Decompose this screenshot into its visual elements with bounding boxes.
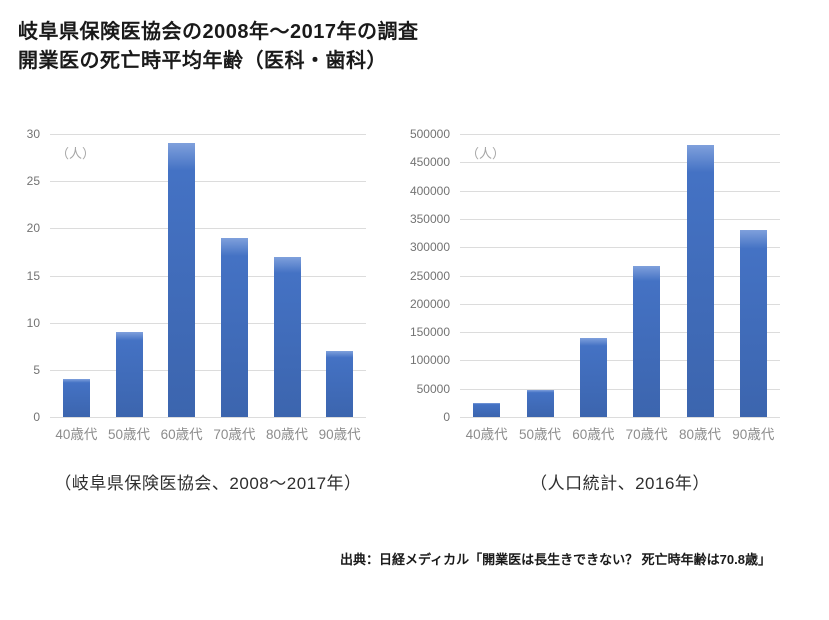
- bar-80歳代: [686, 145, 714, 417]
- bar-40歳代: [62, 379, 90, 417]
- chart-death-age-bar-chart: 0 5 10 15 20 25 30 40歳代 50歳代 60歳代 70歳代 80歳代 90歳代 （人） （…: [12, 127, 368, 500]
- bar-70歳代: [633, 266, 661, 417]
- title-line-1: 岐阜県保険医協会の2008年〜2017年の調査: [18, 21, 419, 43]
- y-axis-unit-label: （人）: [56, 146, 96, 161]
- x-axis-label: 60歳代: [160, 427, 203, 442]
- gridline: [50, 275, 366, 277]
- y-axis-tick-label: 500000: [409, 127, 450, 141]
- x-axis-label: 90歳代: [732, 427, 775, 442]
- page-title: 岐阜県保険医協会の2008年〜2017年の調査 開業医の死亡時平均年齢（医科・歯…: [18, 18, 418, 76]
- x-axis-label: 50歳代: [107, 427, 150, 442]
- bar-90歳代: [739, 230, 767, 417]
- y-axis-tick-label: 150000: [409, 325, 450, 340]
- x-axis-label: 90歳代: [318, 427, 361, 442]
- gridline: [460, 134, 780, 135]
- chart-caption: （人口統計、2016年）: [530, 474, 710, 493]
- y-axis-tick-label: 20: [26, 221, 40, 236]
- title-line-2: 開業医の死亡時平均年齢（医科・歯科）: [18, 50, 387, 72]
- y-axis-tick-label: 100000: [409, 353, 450, 368]
- y-axis-tick-label: 15: [26, 268, 40, 283]
- gridline: [460, 332, 780, 334]
- bar-90歳代: [326, 351, 354, 417]
- bar-80歳代: [273, 257, 301, 417]
- gridline: [460, 247, 780, 249]
- bar-60歳代: [579, 338, 607, 417]
- gridline: [50, 181, 366, 183]
- bar-50歳代: [115, 332, 143, 417]
- y-axis-tick-label: 450000: [409, 155, 450, 170]
- x-axis-label: 50歳代: [518, 427, 561, 442]
- y-axis-tick-label: 0: [33, 410, 40, 424]
- bar-70歳代: [220, 238, 248, 417]
- gridline: [460, 388, 780, 390]
- source-note: 出典：日経メディカル「開業医は長生きできない？ 死亡時年齢は70.8歳」: [339, 552, 771, 567]
- y-axis-tick-label: 25: [26, 174, 40, 189]
- gridline: [50, 228, 366, 230]
- x-axis-label: 80歳代: [265, 427, 308, 442]
- bar-60歳代: [168, 143, 196, 417]
- gridline: [50, 369, 366, 371]
- y-axis-tick-label: 250000: [409, 268, 450, 283]
- gridline: [460, 162, 780, 164]
- y-axis-tick-label: 0: [443, 410, 450, 424]
- bar-50歳代: [526, 390, 554, 417]
- gridline: [460, 275, 780, 277]
- y-axis-tick-label: 300000: [409, 240, 450, 255]
- y-axis-tick-label: 5: [33, 362, 40, 377]
- y-axis-tick-label: 50000: [416, 381, 450, 396]
- y-axis-tick-label: 350000: [409, 211, 450, 226]
- y-axis-tick-label: 10: [26, 315, 40, 330]
- chart-population-bar-chart: 0 50000 100000 150000 200000 250000 300000 3500…: [395, 127, 783, 500]
- x-axis-label: 70歳代: [625, 427, 668, 442]
- gridline: [460, 360, 780, 362]
- y-axis-tick-label: 30: [26, 127, 40, 141]
- gridline: [50, 417, 366, 418]
- gridline: [460, 190, 780, 192]
- x-axis-label: 70歳代: [213, 427, 256, 442]
- gridline: [50, 322, 366, 324]
- y-axis-tick-label: 200000: [409, 296, 450, 311]
- gridline: [460, 417, 780, 418]
- bar-40歳代: [473, 403, 501, 417]
- y-axis-tick-label: 400000: [409, 183, 450, 198]
- gridline: [460, 218, 780, 220]
- x-axis-label: 40歳代: [465, 427, 508, 442]
- chart-caption: （岐阜県保険医協会、2008〜2017年）: [54, 474, 362, 493]
- x-axis-label: 60歳代: [572, 427, 615, 442]
- gridline: [460, 303, 780, 305]
- x-axis-label: 40歳代: [55, 427, 98, 442]
- x-axis-label: 80歳代: [678, 427, 721, 442]
- gridline: [50, 134, 366, 135]
- y-axis-unit-label: （人）: [466, 146, 506, 161]
